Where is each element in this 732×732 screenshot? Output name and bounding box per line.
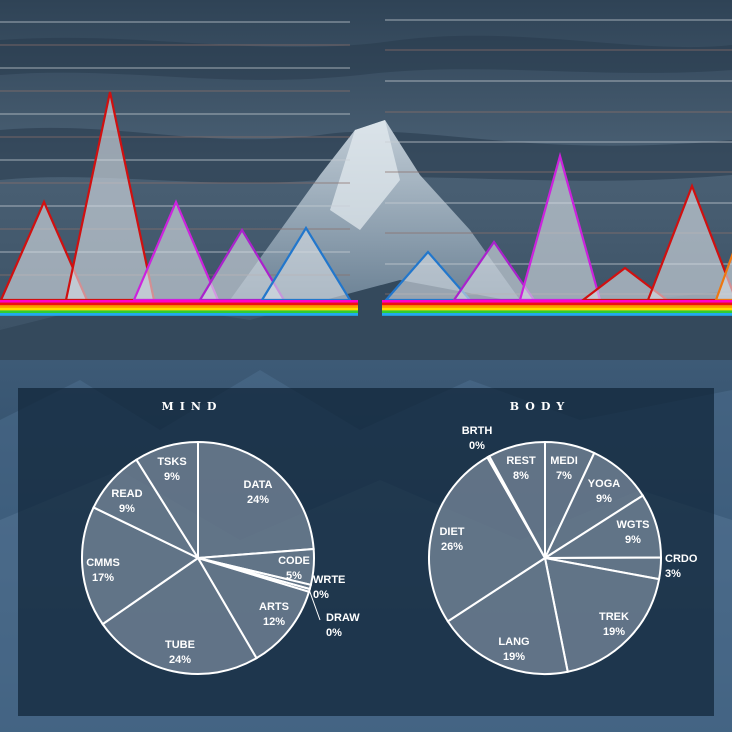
pie-slice-data bbox=[197, 440, 315, 560]
pie-slice-label: ARTS bbox=[259, 601, 289, 613]
baseline-band bbox=[0, 307, 358, 311]
pie-slice-label: TSKS bbox=[157, 456, 186, 468]
pie-slice-percent: 12% bbox=[263, 616, 285, 628]
pie-slice-percent: 24% bbox=[169, 654, 191, 666]
baseline-band bbox=[0, 305, 358, 308]
pie-slice-percent: 0% bbox=[313, 589, 329, 601]
pie-slice-percent: 17% bbox=[92, 572, 114, 584]
baseline-band bbox=[0, 313, 358, 316]
baseline-band bbox=[382, 313, 732, 316]
pie-slice-tube bbox=[101, 556, 258, 675]
baseline-color-bands bbox=[0, 300, 732, 316]
mind-pie-title: MIND bbox=[162, 400, 223, 413]
pie-slice-label: CODE bbox=[278, 555, 310, 567]
body-pie-chart: MEDI 7% YOGA 9% WGTS 9% CRDO 3% TREK 19% LANG 19% DI… bbox=[428, 425, 698, 675]
pie-slice-label: MEDI bbox=[550, 455, 578, 467]
pie-slice-label: DRAW bbox=[326, 612, 360, 624]
baseline-band bbox=[0, 302, 358, 306]
pie-slice-label: LANG bbox=[498, 636, 529, 648]
pie-slice-label: WGTS bbox=[617, 519, 650, 531]
body-pie-title: BODY bbox=[510, 400, 570, 413]
pie-slice-percent: 7% bbox=[556, 470, 572, 482]
pie-slice-percent: 0% bbox=[469, 440, 485, 452]
pie-slice-cmms bbox=[81, 506, 200, 626]
pie-slice-percent: 24% bbox=[247, 494, 269, 506]
baseline-band bbox=[382, 300, 732, 303]
baseline-band bbox=[382, 305, 732, 308]
pie-slice-percent: 9% bbox=[164, 471, 180, 483]
baseline-band bbox=[382, 307, 732, 311]
pie-slice-tsks bbox=[135, 440, 199, 562]
pie-slice-label: READ bbox=[111, 488, 142, 500]
pie-slice-label: TUBE bbox=[165, 639, 195, 651]
pie-slice-percent: 19% bbox=[503, 651, 525, 663]
baseline-band bbox=[382, 310, 732, 314]
pie-slice-percent: 9% bbox=[119, 503, 135, 515]
pie-slice-label: WRTE bbox=[313, 574, 345, 586]
pie-slice-label: CMMS bbox=[86, 557, 120, 569]
pie-slice-label: CRDO bbox=[665, 553, 698, 565]
pie-slice-percent: 26% bbox=[441, 541, 463, 553]
pie-slice-rest bbox=[487, 440, 546, 559]
pie-slice-label: REST bbox=[506, 455, 536, 467]
baseline-band bbox=[0, 310, 358, 314]
pie-slice-percent: 19% bbox=[603, 626, 625, 638]
pie-slice-label: DIET bbox=[439, 526, 464, 538]
pie-slice-percent: 9% bbox=[625, 534, 641, 546]
baseline-band bbox=[382, 302, 732, 306]
pie-slice-trek bbox=[543, 556, 661, 673]
activity-peaks-chart bbox=[0, 91, 732, 302]
pie-leader-line bbox=[308, 590, 321, 621]
pie-slice-percent: 0% bbox=[326, 627, 342, 639]
pie-slice-label: DATA bbox=[244, 479, 273, 491]
pie-slice-lang bbox=[446, 556, 569, 675]
pie-slice-label: BRTH bbox=[462, 425, 493, 437]
pie-slice-label: TREK bbox=[599, 611, 629, 623]
pie-slice-arts bbox=[195, 556, 311, 660]
pie-slice-percent: 8% bbox=[513, 470, 529, 482]
pie-slice-diet bbox=[428, 455, 547, 623]
activity-peak bbox=[714, 252, 732, 302]
pie-slice-percent: 3% bbox=[665, 568, 681, 580]
pie-slice-percent: 9% bbox=[596, 493, 612, 505]
baseline-band bbox=[0, 300, 358, 303]
pie-slice-label: YOGA bbox=[588, 478, 620, 490]
